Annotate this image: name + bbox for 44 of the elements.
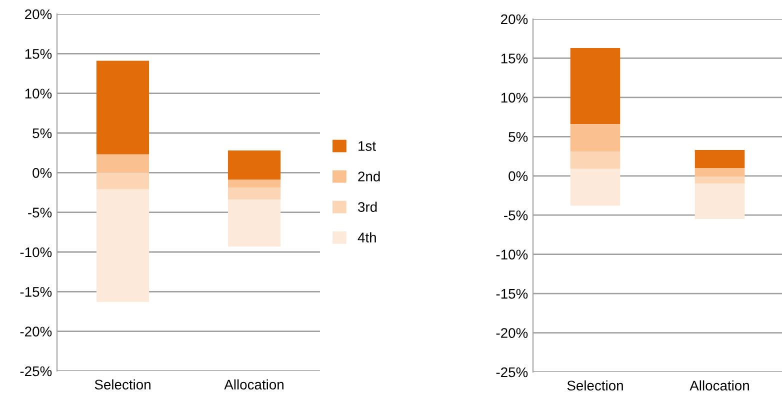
y-tick-label: -5%: [28, 208, 52, 218]
bar: [570, 124, 620, 152]
bar: [228, 150, 281, 180]
bar: [694, 150, 745, 168]
y-tick-label: 15%: [25, 49, 52, 59]
y-tick-label: 10%: [25, 88, 52, 99]
bar: [228, 180, 281, 188]
bar: [96, 189, 150, 302]
y-tick-label: -5%: [504, 210, 528, 220]
bar: [694, 168, 745, 177]
bar: [694, 176, 745, 184]
y-tick-label: -20%: [20, 326, 52, 337]
y-tick-label: -25%: [496, 367, 528, 378]
bar: [96, 60, 150, 154]
x-tick-label: Allocation: [690, 380, 749, 391]
bar: [570, 48, 620, 124]
legend-label: 4th: [358, 232, 376, 242]
x-tick-label: Selection: [94, 379, 150, 390]
bar: [96, 154, 150, 173]
y-tick-label: 15%: [501, 54, 528, 64]
y-tick-label: -15%: [496, 288, 528, 299]
y-tick-label: -10%: [20, 247, 52, 258]
bar: [570, 152, 620, 169]
x-tick-label: Allocation: [224, 379, 284, 390]
y-tick-label: -15%: [20, 287, 52, 297]
y-tick-label: 20%: [501, 14, 528, 24]
y-tick-label: 5%: [508, 132, 528, 142]
y-tick-label: 0%: [508, 171, 528, 182]
y-tick-label: -25%: [20, 366, 52, 376]
legend-label: 2nd: [358, 171, 380, 182]
bar: [570, 168, 620, 206]
y-tick-label: -20%: [496, 328, 528, 338]
legend-label: 1st: [358, 141, 376, 151]
y-tick-label: 20%: [25, 9, 52, 20]
x-tick-label: Selection: [567, 380, 623, 391]
y-tick-label: 0%: [32, 168, 52, 178]
bar: [228, 200, 281, 246]
bar: [96, 172, 150, 190]
y-tick-label: 5%: [32, 128, 52, 138]
y-tick-label: 10%: [501, 92, 528, 103]
legend-label: 3rd: [358, 202, 377, 212]
bar: [228, 188, 281, 200]
y-tick-label: -10%: [496, 250, 528, 260]
bar: [694, 184, 745, 220]
